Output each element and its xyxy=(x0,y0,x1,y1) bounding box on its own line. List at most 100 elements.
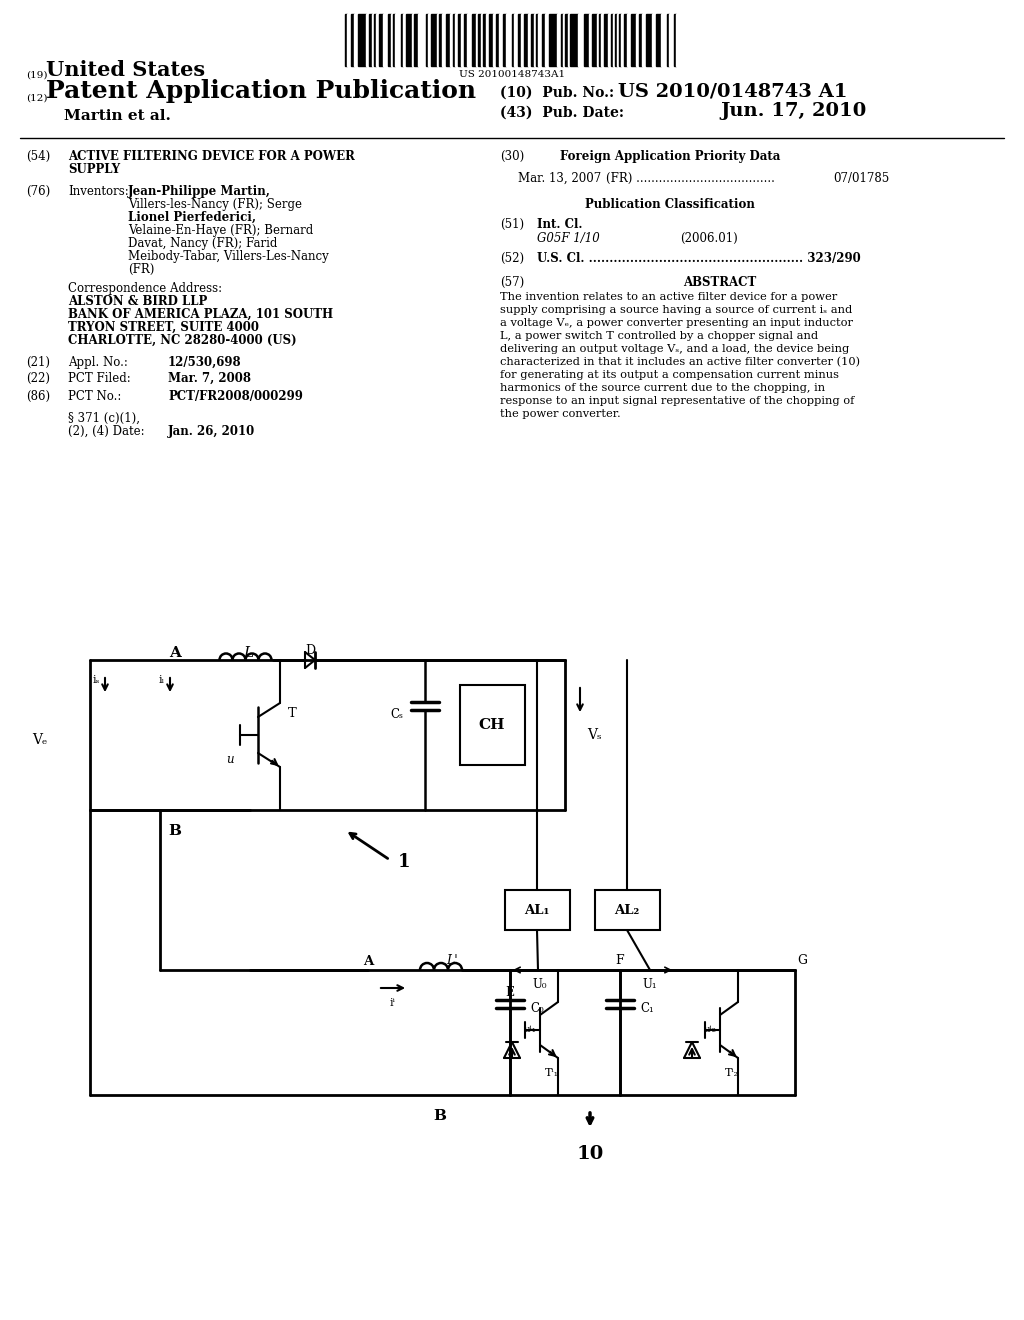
Bar xyxy=(662,15,667,66)
Text: B: B xyxy=(433,1109,446,1123)
Bar xyxy=(481,15,483,66)
Bar xyxy=(563,15,565,66)
Text: U₁: U₁ xyxy=(643,978,657,991)
Bar xyxy=(401,15,403,66)
Text: uⁱ₂: uⁱ₂ xyxy=(703,1026,717,1034)
Text: 12/530,698: 12/530,698 xyxy=(168,356,242,370)
Bar xyxy=(611,15,613,66)
Text: for generating at its output a compensation current minus: for generating at its output a compensat… xyxy=(500,370,839,380)
Text: u: u xyxy=(226,752,233,766)
Bar xyxy=(446,15,450,66)
Bar xyxy=(395,15,401,66)
Text: ACTIVE FILTERING DEVICE FOR A POWER: ACTIVE FILTERING DEVICE FOR A POWER xyxy=(68,150,355,162)
Text: United States: United States xyxy=(46,59,205,81)
Bar xyxy=(476,15,478,66)
Bar xyxy=(366,15,369,66)
Bar xyxy=(674,15,676,66)
Text: (76): (76) xyxy=(26,185,50,198)
Text: Int. Cl.: Int. Cl. xyxy=(537,218,583,231)
Bar xyxy=(618,15,621,66)
Bar xyxy=(599,15,601,66)
Text: delivering an output voltage Vₛ, and a load, the device being: delivering an output voltage Vₛ, and a l… xyxy=(500,345,849,354)
Bar xyxy=(453,15,455,66)
Bar xyxy=(624,15,627,66)
Bar xyxy=(418,15,426,66)
Text: US 20100148743A1: US 20100148743A1 xyxy=(459,70,565,79)
Bar xyxy=(615,15,617,66)
Bar xyxy=(531,15,534,66)
Text: (22): (22) xyxy=(26,372,50,385)
Text: PCT/FR2008/000299: PCT/FR2008/000299 xyxy=(168,389,303,403)
Bar xyxy=(542,15,545,66)
Bar xyxy=(450,15,453,66)
Bar xyxy=(636,15,639,66)
Text: Publication Classification: Publication Classification xyxy=(585,198,755,211)
Bar xyxy=(595,890,660,931)
Text: Velaine-En-Haye (FR); Bernard: Velaine-En-Haye (FR); Bernard xyxy=(128,224,313,238)
Bar xyxy=(439,15,442,66)
Bar xyxy=(354,15,358,66)
Bar xyxy=(383,15,388,66)
Text: Jean-Philippe Martin,: Jean-Philippe Martin, xyxy=(128,185,271,198)
Text: uⁱ₁: uⁱ₁ xyxy=(523,1026,537,1034)
Text: 1: 1 xyxy=(398,853,411,871)
Bar xyxy=(631,15,636,66)
Text: Jun. 17, 2010: Jun. 17, 2010 xyxy=(720,102,866,120)
Text: Mar. 13, 2007: Mar. 13, 2007 xyxy=(518,172,601,185)
Text: (19): (19) xyxy=(26,71,47,81)
Text: Vₑ: Vₑ xyxy=(33,733,48,747)
Bar xyxy=(374,15,376,66)
Text: (52): (52) xyxy=(500,252,524,265)
Text: L: L xyxy=(243,645,253,660)
Bar xyxy=(601,15,604,66)
Text: (12): (12) xyxy=(26,94,47,103)
Text: U₀: U₀ xyxy=(532,978,547,991)
Bar xyxy=(372,15,374,66)
Bar xyxy=(604,15,608,66)
Text: (30): (30) xyxy=(500,150,524,162)
Bar xyxy=(493,15,496,66)
Text: Villers-les-Nancy (FR); Serge: Villers-les-Nancy (FR); Serge xyxy=(128,198,302,211)
Text: Foreign Application Priority Data: Foreign Application Priority Data xyxy=(560,150,780,162)
Text: L, a power switch T controlled by a chopper signal and: L, a power switch T controlled by a chop… xyxy=(500,331,818,341)
Text: D: D xyxy=(305,644,315,657)
Text: Lionel Pierfederici,: Lionel Pierfederici, xyxy=(128,211,256,224)
Text: the power converter.: the power converter. xyxy=(500,409,621,418)
Bar xyxy=(521,15,524,66)
Text: ABSTRACT: ABSTRACT xyxy=(683,276,757,289)
Text: (10)  Pub. No.:: (10) Pub. No.: xyxy=(500,86,614,100)
Bar xyxy=(518,15,521,66)
Text: Correspondence Address:: Correspondence Address: xyxy=(68,282,222,294)
Bar xyxy=(358,15,366,66)
Text: PCT Filed:: PCT Filed: xyxy=(68,372,131,385)
Bar xyxy=(489,15,493,66)
Text: (21): (21) xyxy=(26,356,50,370)
Bar xyxy=(347,15,351,66)
Bar xyxy=(534,15,536,66)
Bar xyxy=(414,15,418,66)
Text: U.S. Cl. .................................................... 323/290: U.S. Cl. ...............................… xyxy=(537,252,861,265)
Bar xyxy=(512,15,514,66)
Bar xyxy=(613,15,615,66)
Text: Tⁱ₁: Tⁱ₁ xyxy=(545,1068,559,1078)
Text: iₛ: iₛ xyxy=(92,675,100,685)
Text: CHARLOTTE, NC 28280-4000 (US): CHARLOTTE, NC 28280-4000 (US) xyxy=(68,334,297,347)
Text: (54): (54) xyxy=(26,150,50,162)
Bar xyxy=(627,15,631,66)
Bar xyxy=(528,15,531,66)
Bar xyxy=(496,15,499,66)
Text: T: T xyxy=(288,708,297,719)
Bar xyxy=(608,15,611,66)
Text: G05F 1/10: G05F 1/10 xyxy=(537,232,600,246)
Bar xyxy=(379,15,383,66)
Bar xyxy=(667,15,669,66)
Bar xyxy=(652,15,656,66)
Bar xyxy=(592,15,597,66)
Bar xyxy=(568,15,570,66)
Text: SUPPLY: SUPPLY xyxy=(68,162,120,176)
Bar xyxy=(486,15,489,66)
Text: supply comprising a source having a source of current iₛ and: supply comprising a source having a sour… xyxy=(500,305,852,315)
Text: Patent Application Publication: Patent Application Publication xyxy=(46,79,476,103)
Bar xyxy=(499,15,503,66)
Bar xyxy=(460,685,525,766)
